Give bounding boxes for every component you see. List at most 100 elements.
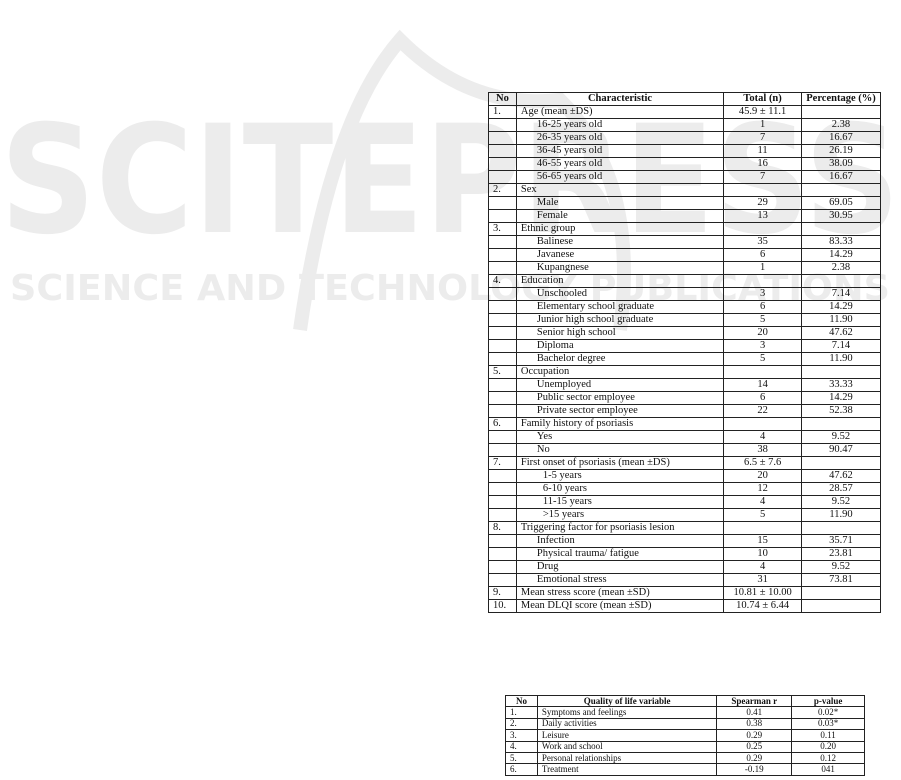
table-row: 16-25 years old 1 2.38 xyxy=(488,118,882,132)
row-percentage: 47.62 xyxy=(800,469,882,483)
row-total: 1 xyxy=(723,118,802,132)
row-total: 6 xyxy=(723,391,802,405)
row-variable: Daily activities xyxy=(536,717,718,731)
table-row: Drug 4 9.52 xyxy=(488,560,882,574)
row-percentage: 7.14 xyxy=(800,339,882,353)
row-pvalue: 0.02* xyxy=(791,706,865,719)
table-row: Physical trauma/ fatigue 10 23.81 xyxy=(488,547,882,561)
row-total: 6 xyxy=(723,248,802,262)
row-total: 6.5 ± 7.6 xyxy=(723,456,802,470)
table-row: 26-35 years old 7 16.67 xyxy=(488,131,882,145)
row-percentage: 33.33 xyxy=(800,378,882,392)
row-percentage xyxy=(800,274,882,288)
row-percentage: 30.95 xyxy=(800,209,882,223)
row-number: 6. xyxy=(488,417,517,431)
row-total: 4 xyxy=(723,495,802,509)
table-row: 6-10 years 12 28.57 xyxy=(488,482,882,496)
row-number: 4. xyxy=(505,740,538,753)
row-characteristic: Kupangnese xyxy=(515,261,725,275)
table-row: 6. Treatment -0.19 041 xyxy=(505,763,865,776)
table-row: 2. Sex xyxy=(488,183,882,197)
row-spearman: 0.29 xyxy=(716,751,793,765)
row-spearman: 0.38 xyxy=(716,717,793,731)
row-number xyxy=(488,534,517,548)
table-header: No Quality of life variable Spearman r p… xyxy=(505,694,865,708)
row-characteristic: 46-55 years old xyxy=(515,157,725,171)
row-number xyxy=(488,157,517,171)
row-percentage: 7.14 xyxy=(800,287,882,301)
table-row: 11-15 years 4 9.52 xyxy=(488,495,882,509)
row-spearman: 0.41 xyxy=(716,706,793,719)
table-row: Female 13 30.95 xyxy=(488,209,882,223)
row-total: 4 xyxy=(723,560,802,574)
table-row: Unschooled 3 7.14 xyxy=(488,287,882,301)
table-row: Bachelor degree 5 11.90 xyxy=(488,352,882,366)
row-number: 1. xyxy=(488,105,517,119)
row-number xyxy=(488,404,517,418)
row-number xyxy=(488,118,517,132)
row-characteristic: Javanese xyxy=(515,248,725,262)
row-percentage: 11.90 xyxy=(800,508,882,522)
row-total: 35 xyxy=(723,235,802,249)
row-number: 2. xyxy=(505,717,538,731)
row-percentage xyxy=(800,105,882,119)
row-characteristic: Elementary school graduate xyxy=(515,300,725,314)
row-characteristic: Unemployed xyxy=(515,378,725,392)
row-characteristic: Junior high school graduate xyxy=(515,313,725,327)
row-percentage: 38.09 xyxy=(800,157,882,171)
row-total: 7 xyxy=(723,131,802,145)
row-total: 1 xyxy=(723,261,802,275)
row-percentage: 73.81 xyxy=(800,573,882,587)
header-total: Total (n) xyxy=(723,92,802,106)
row-total: 10 xyxy=(723,547,802,561)
row-number xyxy=(488,287,517,301)
header-no: No xyxy=(488,92,517,106)
row-total: 10.81 ± 10.00 xyxy=(723,586,802,600)
row-number: 2. xyxy=(488,183,517,197)
row-percentage: 90.47 xyxy=(800,443,882,457)
table-row: 36-45 years old 11 26.19 xyxy=(488,144,882,158)
row-pvalue: 0.11 xyxy=(791,729,865,742)
row-number: 6. xyxy=(505,763,538,776)
row-number xyxy=(488,144,517,158)
row-number xyxy=(488,391,517,405)
row-spearman: 0.25 xyxy=(716,740,793,753)
row-characteristic: Diploma xyxy=(515,339,725,353)
row-total: 22 xyxy=(723,404,802,418)
row-characteristic: Senior high school xyxy=(515,326,725,340)
table-row: 3. Leisure 0.29 0.11 xyxy=(505,729,865,742)
row-percentage: 9.52 xyxy=(800,560,882,574)
header-spearman: Spearman r xyxy=(716,694,793,708)
row-number: 3. xyxy=(505,729,538,742)
row-number: 4. xyxy=(488,274,517,288)
table-row: 5. Occupation xyxy=(488,365,882,379)
row-characteristic: Bachelor degree xyxy=(515,352,725,366)
row-variable: Symptoms and feelings xyxy=(536,706,718,719)
row-variable: Leisure xyxy=(536,729,718,742)
row-variable: Work and school xyxy=(536,740,718,753)
row-pvalue: 0.20 xyxy=(791,740,865,753)
table-row: 4. Work and school 0.25 0.20 xyxy=(505,740,865,753)
row-percentage: 11.90 xyxy=(800,352,882,366)
row-number xyxy=(488,443,517,457)
row-total xyxy=(723,417,802,431)
row-number xyxy=(488,495,517,509)
row-number xyxy=(488,131,517,145)
row-characteristic: No xyxy=(515,443,725,457)
row-percentage: 23.81 xyxy=(800,547,882,561)
correlation-table: No Quality of life variable Spearman r p… xyxy=(505,694,865,776)
row-percentage xyxy=(800,417,882,431)
row-characteristic: Age (mean ±DS) xyxy=(515,105,725,119)
row-number xyxy=(488,508,517,522)
row-characteristic: 6-10 years xyxy=(515,482,725,496)
row-percentage: 16.67 xyxy=(800,170,882,184)
row-number xyxy=(488,378,517,392)
row-pvalue: 041 xyxy=(791,763,865,776)
table-row: 1. Symptoms and feelings 0.41 0.02* xyxy=(505,706,865,719)
row-characteristic: Drug xyxy=(515,560,725,574)
header-percentage: Percentage (%) xyxy=(800,92,882,106)
table-row: Private sector employee 22 52.38 xyxy=(488,404,882,418)
row-number xyxy=(488,560,517,574)
table-row: Emotional stress 31 73.81 xyxy=(488,573,882,587)
row-total: 38 xyxy=(723,443,802,457)
